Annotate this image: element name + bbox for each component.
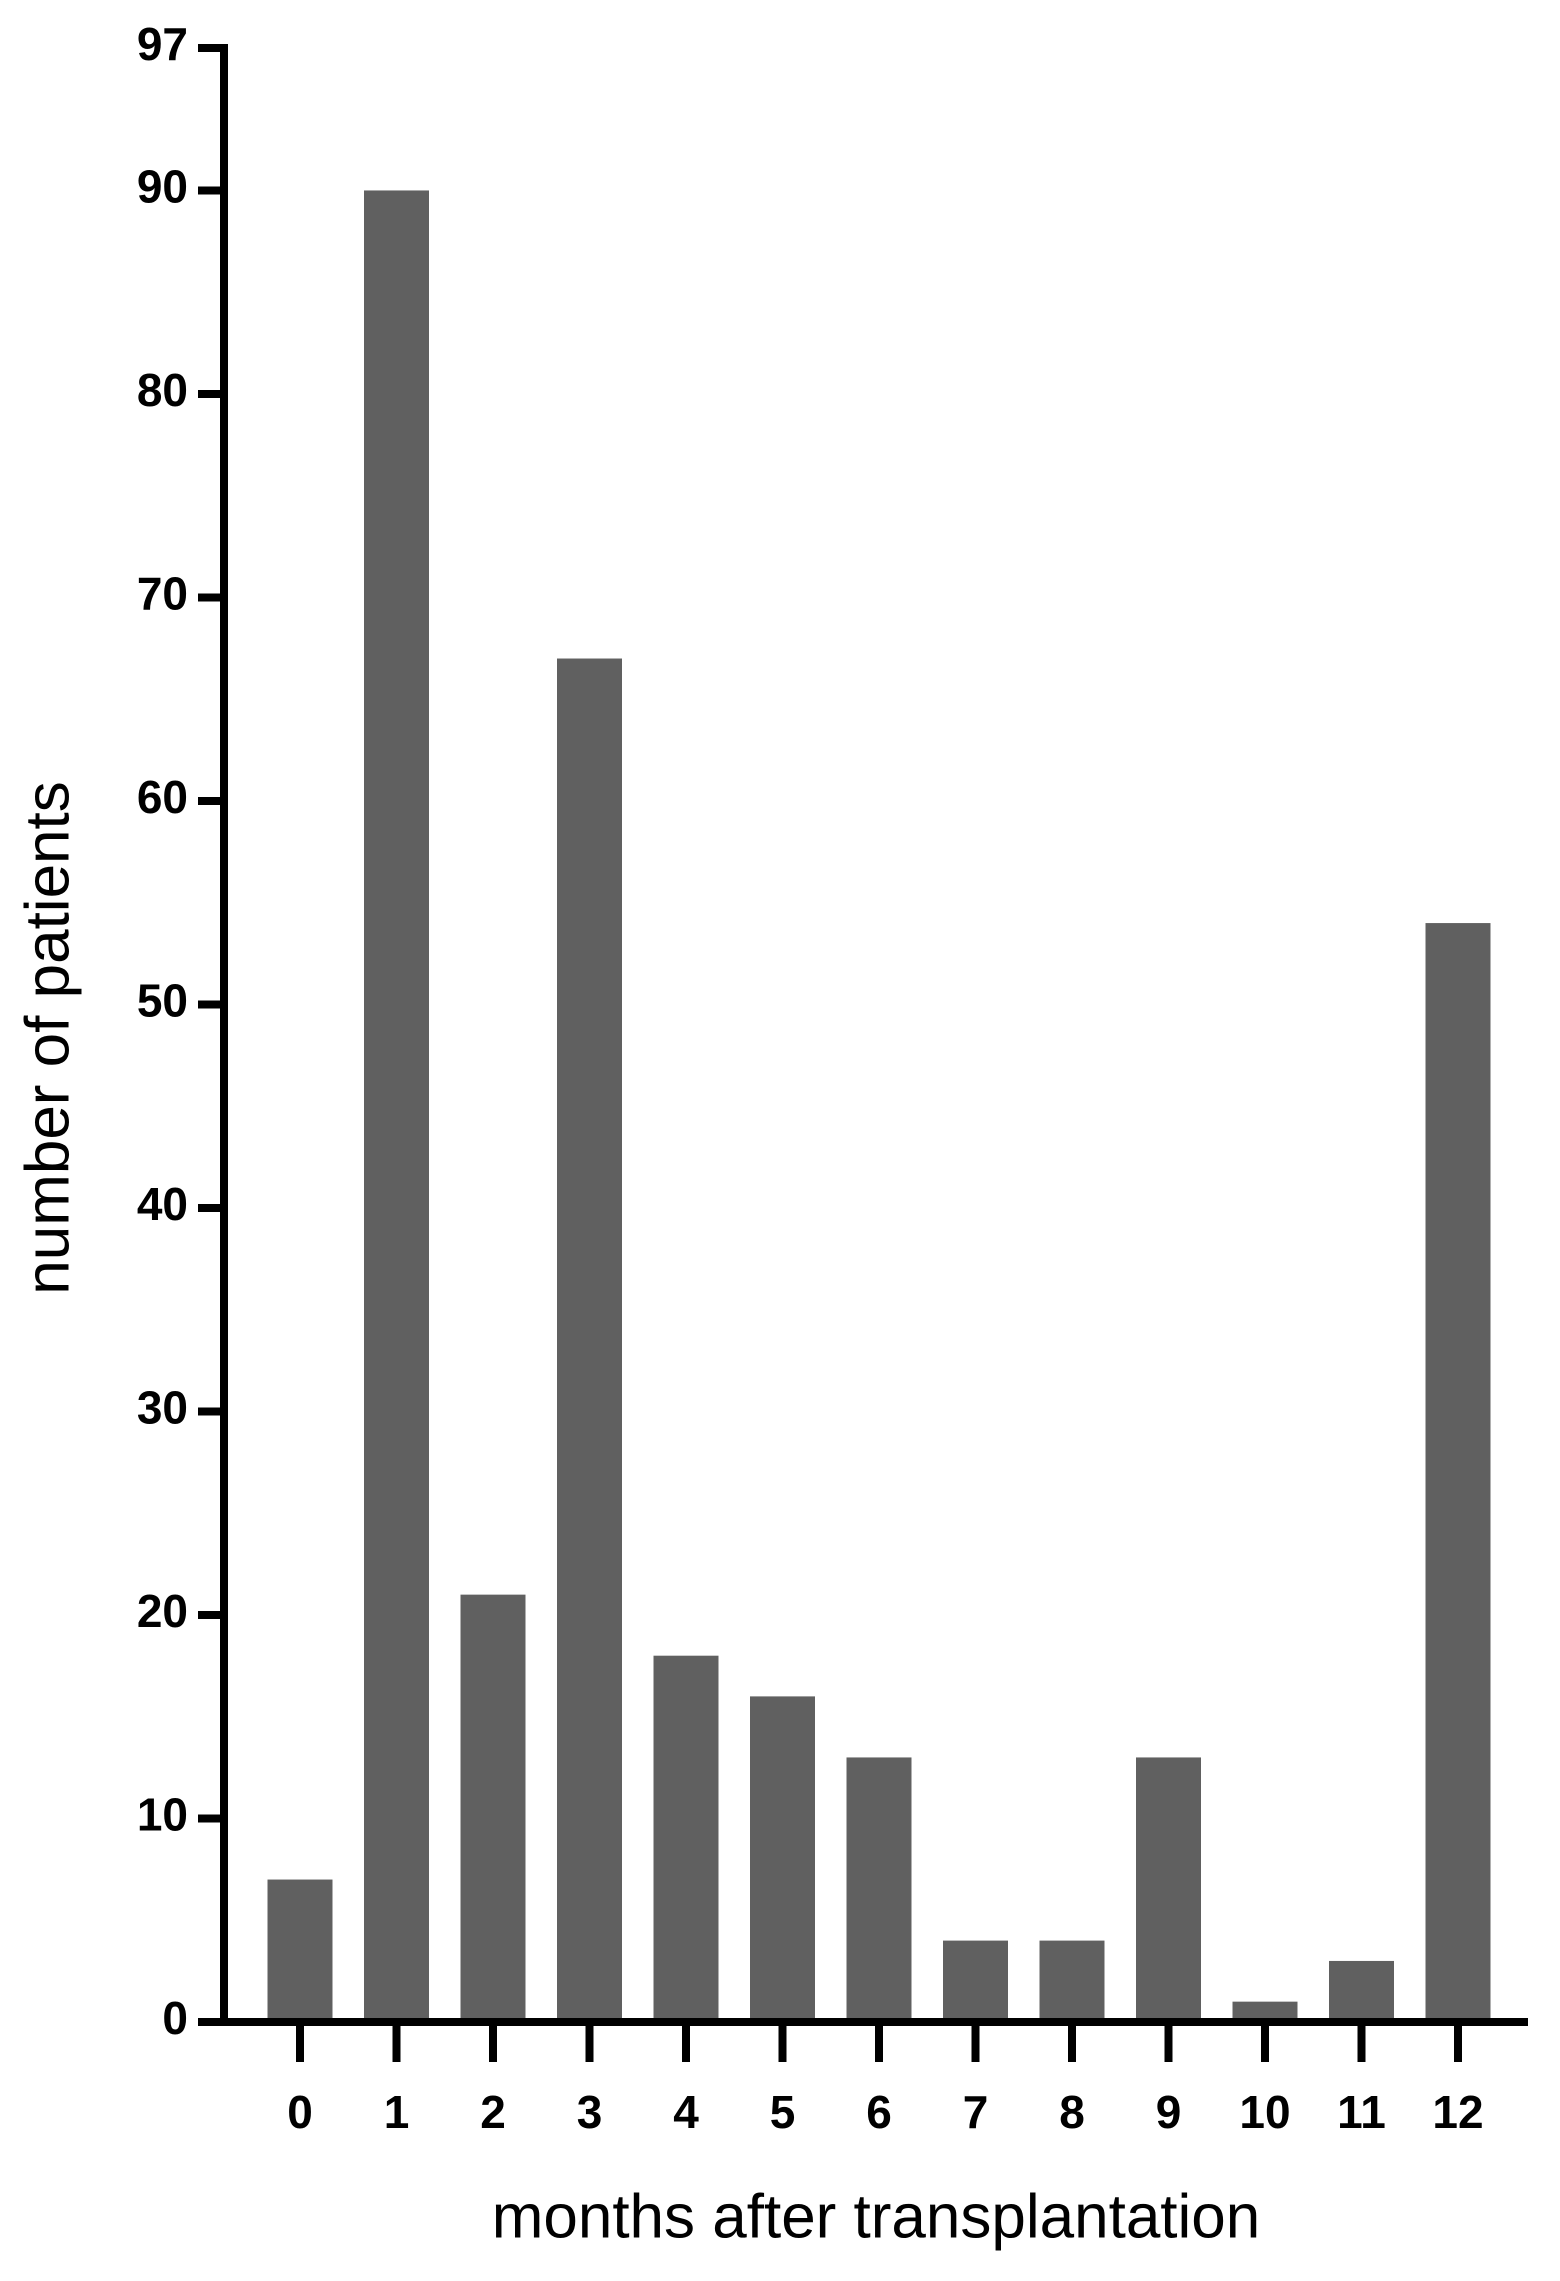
y-tick-label: 70	[137, 568, 188, 620]
bar	[1136, 1757, 1201, 2022]
x-tick-label: 9	[1156, 2086, 1182, 2138]
x-tick-label: 10	[1239, 2086, 1290, 2138]
bar	[460, 1594, 526, 2022]
x-axis-label: months after transplantation	[492, 2182, 1261, 2251]
y-axis-label: number of patients	[13, 781, 82, 1295]
x-tick-label: 2	[480, 2086, 506, 2138]
y-tick-label: 30	[137, 1382, 188, 1434]
y-tick-label: 90	[137, 161, 188, 213]
x-tick-label: 5	[770, 2086, 796, 2138]
y-tick-label: 40	[137, 1178, 188, 1230]
bar	[1232, 2001, 1298, 2022]
bar	[364, 190, 429, 2022]
x-tick-label: 6	[866, 2086, 892, 2138]
bar	[846, 1757, 912, 2022]
x-tick-label: 12	[1432, 2086, 1483, 2138]
y-tick-label: 20	[137, 1585, 188, 1637]
bar	[943, 1940, 1008, 2022]
bar	[653, 1655, 719, 2022]
y-tick-label: 97	[137, 18, 188, 70]
y-tick-label: 50	[137, 975, 188, 1027]
y-tick-label: 60	[137, 771, 188, 823]
bar	[1329, 1960, 1394, 2022]
x-tick-label: 3	[577, 2086, 603, 2138]
y-tick-label: 80	[137, 364, 188, 416]
bar	[1425, 923, 1491, 2022]
y-tick-label: 10	[137, 1789, 188, 1841]
bar	[1039, 1940, 1105, 2022]
bar	[750, 1696, 815, 2022]
x-tick-label: 11	[1337, 2086, 1386, 2138]
x-tick-label: 1	[384, 2086, 410, 2138]
bar	[267, 1879, 333, 2022]
x-tick-label: 0	[287, 2086, 313, 2138]
x-tick-label: 8	[1059, 2086, 1085, 2138]
y-tick-label: 0	[162, 1992, 188, 2044]
x-tick-label: 4	[673, 2086, 699, 2138]
bar	[557, 658, 622, 2023]
x-tick-label: 7	[963, 2086, 989, 2138]
